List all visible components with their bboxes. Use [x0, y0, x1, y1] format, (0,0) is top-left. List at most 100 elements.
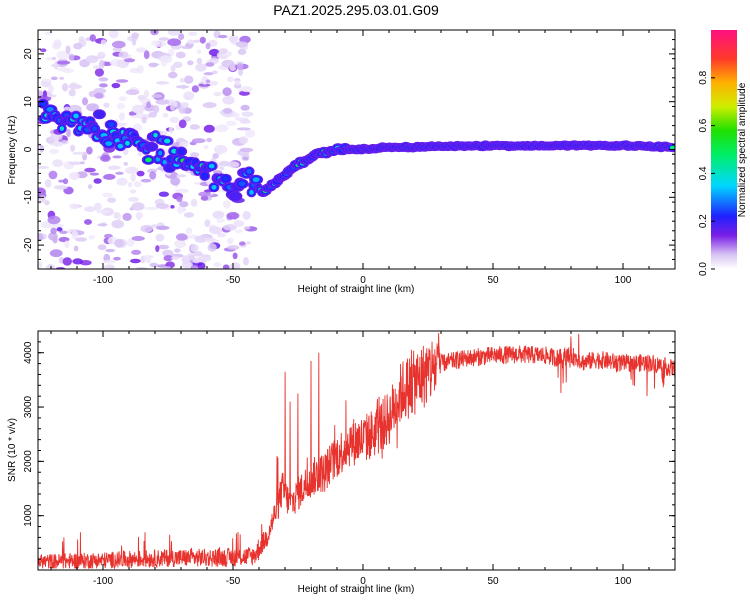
spectrogram-noise-cell — [223, 224, 237, 231]
spectrogram-noise-cell — [82, 97, 88, 106]
spectrogram-noise-cell — [64, 240, 70, 249]
spectrogram-noise-cell — [177, 205, 184, 214]
spectrogram-noise-cell — [222, 200, 231, 209]
spectrogram-cells — [38, 30, 675, 269]
spectrogram-noise-cell — [69, 203, 80, 210]
spectrogram-noise-cell — [226, 212, 240, 220]
spectrogram-noise-cell — [88, 234, 96, 240]
spectrogram-noise-cell — [203, 124, 215, 133]
spectrogram-noise-cell — [89, 172, 100, 176]
spectrogram-noise-cell — [86, 103, 99, 112]
spectrogram-noise-cell — [236, 62, 244, 71]
spectrogram-noise-cell — [73, 245, 79, 252]
spectrogram-noise-cell — [47, 215, 61, 225]
colorbar-tick-label: 0.2 — [698, 214, 709, 228]
spectrogram-noise-cell — [93, 202, 102, 211]
spectrogram-noise-cell — [130, 173, 136, 182]
spectrogram-noise-cell — [59, 76, 64, 80]
spectrogram-noise-cell — [131, 236, 145, 241]
spectrogram-noise-cell — [170, 256, 180, 260]
spectrogram-noise-cell — [58, 179, 65, 183]
spectrogram-noise-cell — [158, 55, 173, 64]
spectrogram-noise-cell — [49, 148, 60, 155]
snr-panel: -100 -50 0 50 100 1000 2000 3000 4000 Height of … — [7, 330, 676, 595]
spectrogram-noise-cell — [189, 124, 200, 130]
x-tick-label: -100 — [93, 576, 113, 587]
spectrogram-noise-cell — [155, 233, 165, 242]
spectrogram-noise-cell — [84, 206, 96, 213]
spectrogram-noise-cell — [238, 136, 249, 144]
spectrogram-noise-cell — [216, 218, 225, 223]
spectrogram-noise-cell — [212, 210, 225, 219]
spectrogram-noise-cell — [173, 61, 183, 68]
snr-ylabel: SNR (10 * v/v) — [7, 418, 18, 482]
spectrogram-noise-cell — [147, 168, 158, 174]
spectrogram-noise-cell — [118, 51, 129, 58]
spectrogram-noise-cell — [213, 262, 221, 268]
spectrogram-noise-cell — [190, 198, 198, 207]
spectrogram-ridge-cell — [238, 181, 246, 187]
spectrogram-noise-cell — [141, 116, 147, 124]
spectrogram-noise-cell — [98, 77, 109, 82]
spectrogram-noise-cell — [218, 48, 228, 54]
y-tick-label: 10 — [23, 96, 34, 108]
spectrogram-noise-cell — [240, 104, 250, 111]
colorbar-tick-label: 0.8 — [698, 70, 709, 84]
spectrogram-noise-cell — [71, 230, 79, 240]
spectrogram-noise-cell — [234, 79, 241, 86]
spectrogram-noise-cell — [98, 59, 105, 69]
spectrogram-ridge-cell — [164, 138, 171, 144]
spectrogram-noise-cell — [148, 62, 158, 68]
spectrogram-noise-cell — [72, 151, 85, 155]
spectrogram-noise-cell — [162, 249, 174, 257]
spectrogram-noise-cell — [200, 195, 209, 201]
x-tick-label: 100 — [615, 275, 632, 286]
spectrogram-noise-cell — [124, 58, 136, 63]
spectrogram-noise-cell — [158, 244, 170, 250]
spectrogram-noise-cell — [237, 48, 247, 56]
spectrogram-noise-cell — [111, 219, 125, 229]
x-tick-label: -50 — [226, 576, 241, 587]
y-tick-label: 20 — [23, 48, 34, 60]
spectrogram-noise-cell — [118, 96, 128, 101]
spectrogram-noise-cell — [209, 226, 223, 235]
spectrogram-noise-cell — [196, 49, 202, 55]
spectrogram-noise-cell — [206, 137, 213, 143]
spectrogram-ridge-cell — [145, 157, 152, 163]
spectrogram-noise-cell — [162, 112, 169, 118]
spectrogram-noise-cell — [115, 171, 124, 175]
spectrogram-noise-cell — [227, 76, 234, 83]
spectrogram-noise-cell — [112, 155, 122, 159]
spectrogram-noise-cell — [235, 41, 249, 48]
spectrogram-noise-cell — [243, 226, 251, 230]
spectrogram-noise-cell — [197, 262, 206, 269]
spectrogram-noise-cell — [122, 212, 132, 221]
spectrogram-ridge-cell — [178, 149, 185, 154]
spectrogram-noise-cell — [56, 227, 63, 232]
spectrogram-noise-cell — [170, 205, 175, 209]
spectrogram-noise-cell — [196, 57, 203, 65]
spectrogram-noise-cell — [66, 128, 71, 138]
spectrogram-noise-cell — [168, 71, 178, 79]
spectrogram-ridge-cell — [158, 150, 163, 156]
colorbar-label: Normalized spectral amplitude — [737, 82, 748, 217]
spectrogram-noise-cell — [73, 42, 83, 50]
spectrogram-noise-cell — [214, 144, 228, 154]
spectrogram-noise-cell — [218, 34, 228, 39]
spectrogram-noise-cell — [143, 255, 154, 259]
y-tick-label: 4000 — [23, 341, 34, 364]
spectrogram-noise-cell — [228, 35, 239, 43]
spectrogram-noise-cell — [41, 78, 53, 82]
spectrogram-noise-cell — [131, 249, 142, 255]
spectrogram-noise-cell — [96, 209, 110, 214]
spectrogram-noise-cell — [97, 244, 107, 251]
spectrogram-noise-cell — [163, 255, 174, 262]
spectrogram-noise-cell — [125, 89, 140, 96]
spectrogram-noise-cell — [131, 202, 145, 211]
spectrogram-ridge-cell — [96, 111, 103, 117]
spectrogram-ylabel: Frequency (Hz) — [7, 116, 18, 185]
spectrogram-noise-cell — [226, 120, 237, 127]
spectrogram-noise-cell — [204, 219, 211, 228]
spectrogram-noise-cell — [105, 248, 115, 253]
